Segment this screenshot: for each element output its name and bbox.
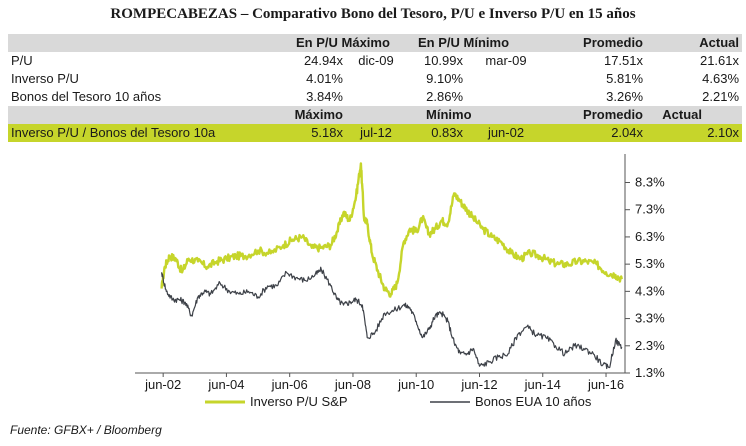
x-tick-label: jun-08 <box>334 377 371 392</box>
y-tick-label: 1.3% <box>635 365 665 380</box>
row-min: 0.83x <box>406 124 467 142</box>
table-row: P/U 24.94x dic-09 10.99x mar-09 17.51x 2… <box>8 52 742 70</box>
row-max-date <box>346 88 406 106</box>
y-tick-label: 5.3% <box>635 256 665 271</box>
row-max-date: jul-12 <box>346 124 407 142</box>
row-actual: 4.63% <box>702 71 740 86</box>
stats-table: En P/U Máximo En P/U Mínimo Promedio Act… <box>8 34 743 142</box>
chart-title: ROMPECABEZAS – Comparativo Bono del Teso… <box>110 6 636 22</box>
row-min: 2.86% <box>426 89 464 104</box>
header-avg: Promedio <box>546 34 647 52</box>
x-tick-label: jun-10 <box>397 377 434 392</box>
x-tick-label: jun-12 <box>460 377 497 392</box>
row-max-date <box>346 70 406 88</box>
row-actual: 2.10x <box>646 124 743 142</box>
row-actual: 21.61x <box>699 53 740 68</box>
x-tick-label: jun-04 <box>207 377 244 392</box>
row-min-date <box>466 88 546 106</box>
x-tick-label: jun-14 <box>524 377 561 392</box>
header-actual: Actual <box>646 34 743 52</box>
table-header-row-2: Máximo Mínimo Promedio Actual <box>8 106 743 124</box>
header2-min: Mínimo <box>406 106 547 124</box>
legend-label: Inverso P/U S&P <box>250 394 348 409</box>
row-avg: 17.51x <box>603 53 644 68</box>
row-label: P/U <box>11 53 33 68</box>
row-avg: 2.04x <box>546 124 647 142</box>
row-min: 10.99x <box>423 53 464 68</box>
row-label: Inverso P/U / Bonos del Tesoro 10a <box>8 124 276 142</box>
header2-avg: Promedio <box>546 106 647 124</box>
y-tick-label: 7.3% <box>635 202 665 217</box>
y-tick-label: 4.3% <box>635 283 665 298</box>
legend: Inverso P/U S&P Bonos EUA 10 años <box>205 394 592 409</box>
row-label: Inverso P/U <box>11 71 79 86</box>
y-tick-label: 6.3% <box>635 229 665 244</box>
row-label: Bonos del Tesoro 10 años <box>11 89 162 104</box>
x-tick-label: jun-02 <box>144 377 181 392</box>
header-max: En P/U Máximo <box>276 34 407 52</box>
row-max-date: dic-09 <box>358 53 394 68</box>
row-min-date: mar-09 <box>485 53 527 68</box>
x-tick-label: jun-16 <box>587 377 624 392</box>
y-tick-label: 8.3% <box>635 174 665 189</box>
series-line <box>161 266 623 370</box>
line-chart: 1.3% 2.3% 3.3% 4.3% 5.3% 6.3% 7.3% 8.3% jun-02 ju… <box>135 154 665 409</box>
header2-actual: Actual <box>646 106 743 124</box>
row-avg: 5.81% <box>606 71 644 86</box>
table-row: Inverso P/U 4.01% 9.10% 5.81% 4.63% <box>8 70 742 88</box>
row-max: 3.84% <box>306 89 343 104</box>
highlight-row: Inverso P/U / Bonos del Tesoro 10a 5.18x… <box>8 124 743 142</box>
table-header-row: En P/U Máximo En P/U Mínimo Promedio Act… <box>8 34 743 52</box>
row-avg: 3.26% <box>606 89 644 104</box>
row-min-date: jun-02 <box>466 124 547 142</box>
series-line <box>160 162 623 298</box>
row-actual: 2.21% <box>702 89 740 104</box>
x-tick-label: jun-06 <box>271 377 308 392</box>
row-max: 5.18x <box>276 124 346 142</box>
row-min-date <box>466 70 546 88</box>
header2-max: Máximo <box>276 106 346 124</box>
y-tick-label: 3.3% <box>635 311 665 326</box>
plot-area: 1.3% 2.3% 3.3% 4.3% 5.3% 6.3% 7.3% 8.3% jun-02 ju… <box>135 154 665 392</box>
source-note: Fuente: GFBX+ / Bloomberg <box>10 423 162 437</box>
y-tick-label: 2.3% <box>635 338 665 353</box>
row-min: 9.10% <box>426 71 464 86</box>
header-min: En P/U Mínimo <box>406 34 547 52</box>
row-max: 24.94x <box>303 53 343 68</box>
legend-label: Bonos EUA 10 años <box>475 394 592 409</box>
row-max: 4.01% <box>306 71 343 86</box>
table-row: Bonos del Tesoro 10 años 3.84% 2.86% 3.2… <box>8 88 742 106</box>
